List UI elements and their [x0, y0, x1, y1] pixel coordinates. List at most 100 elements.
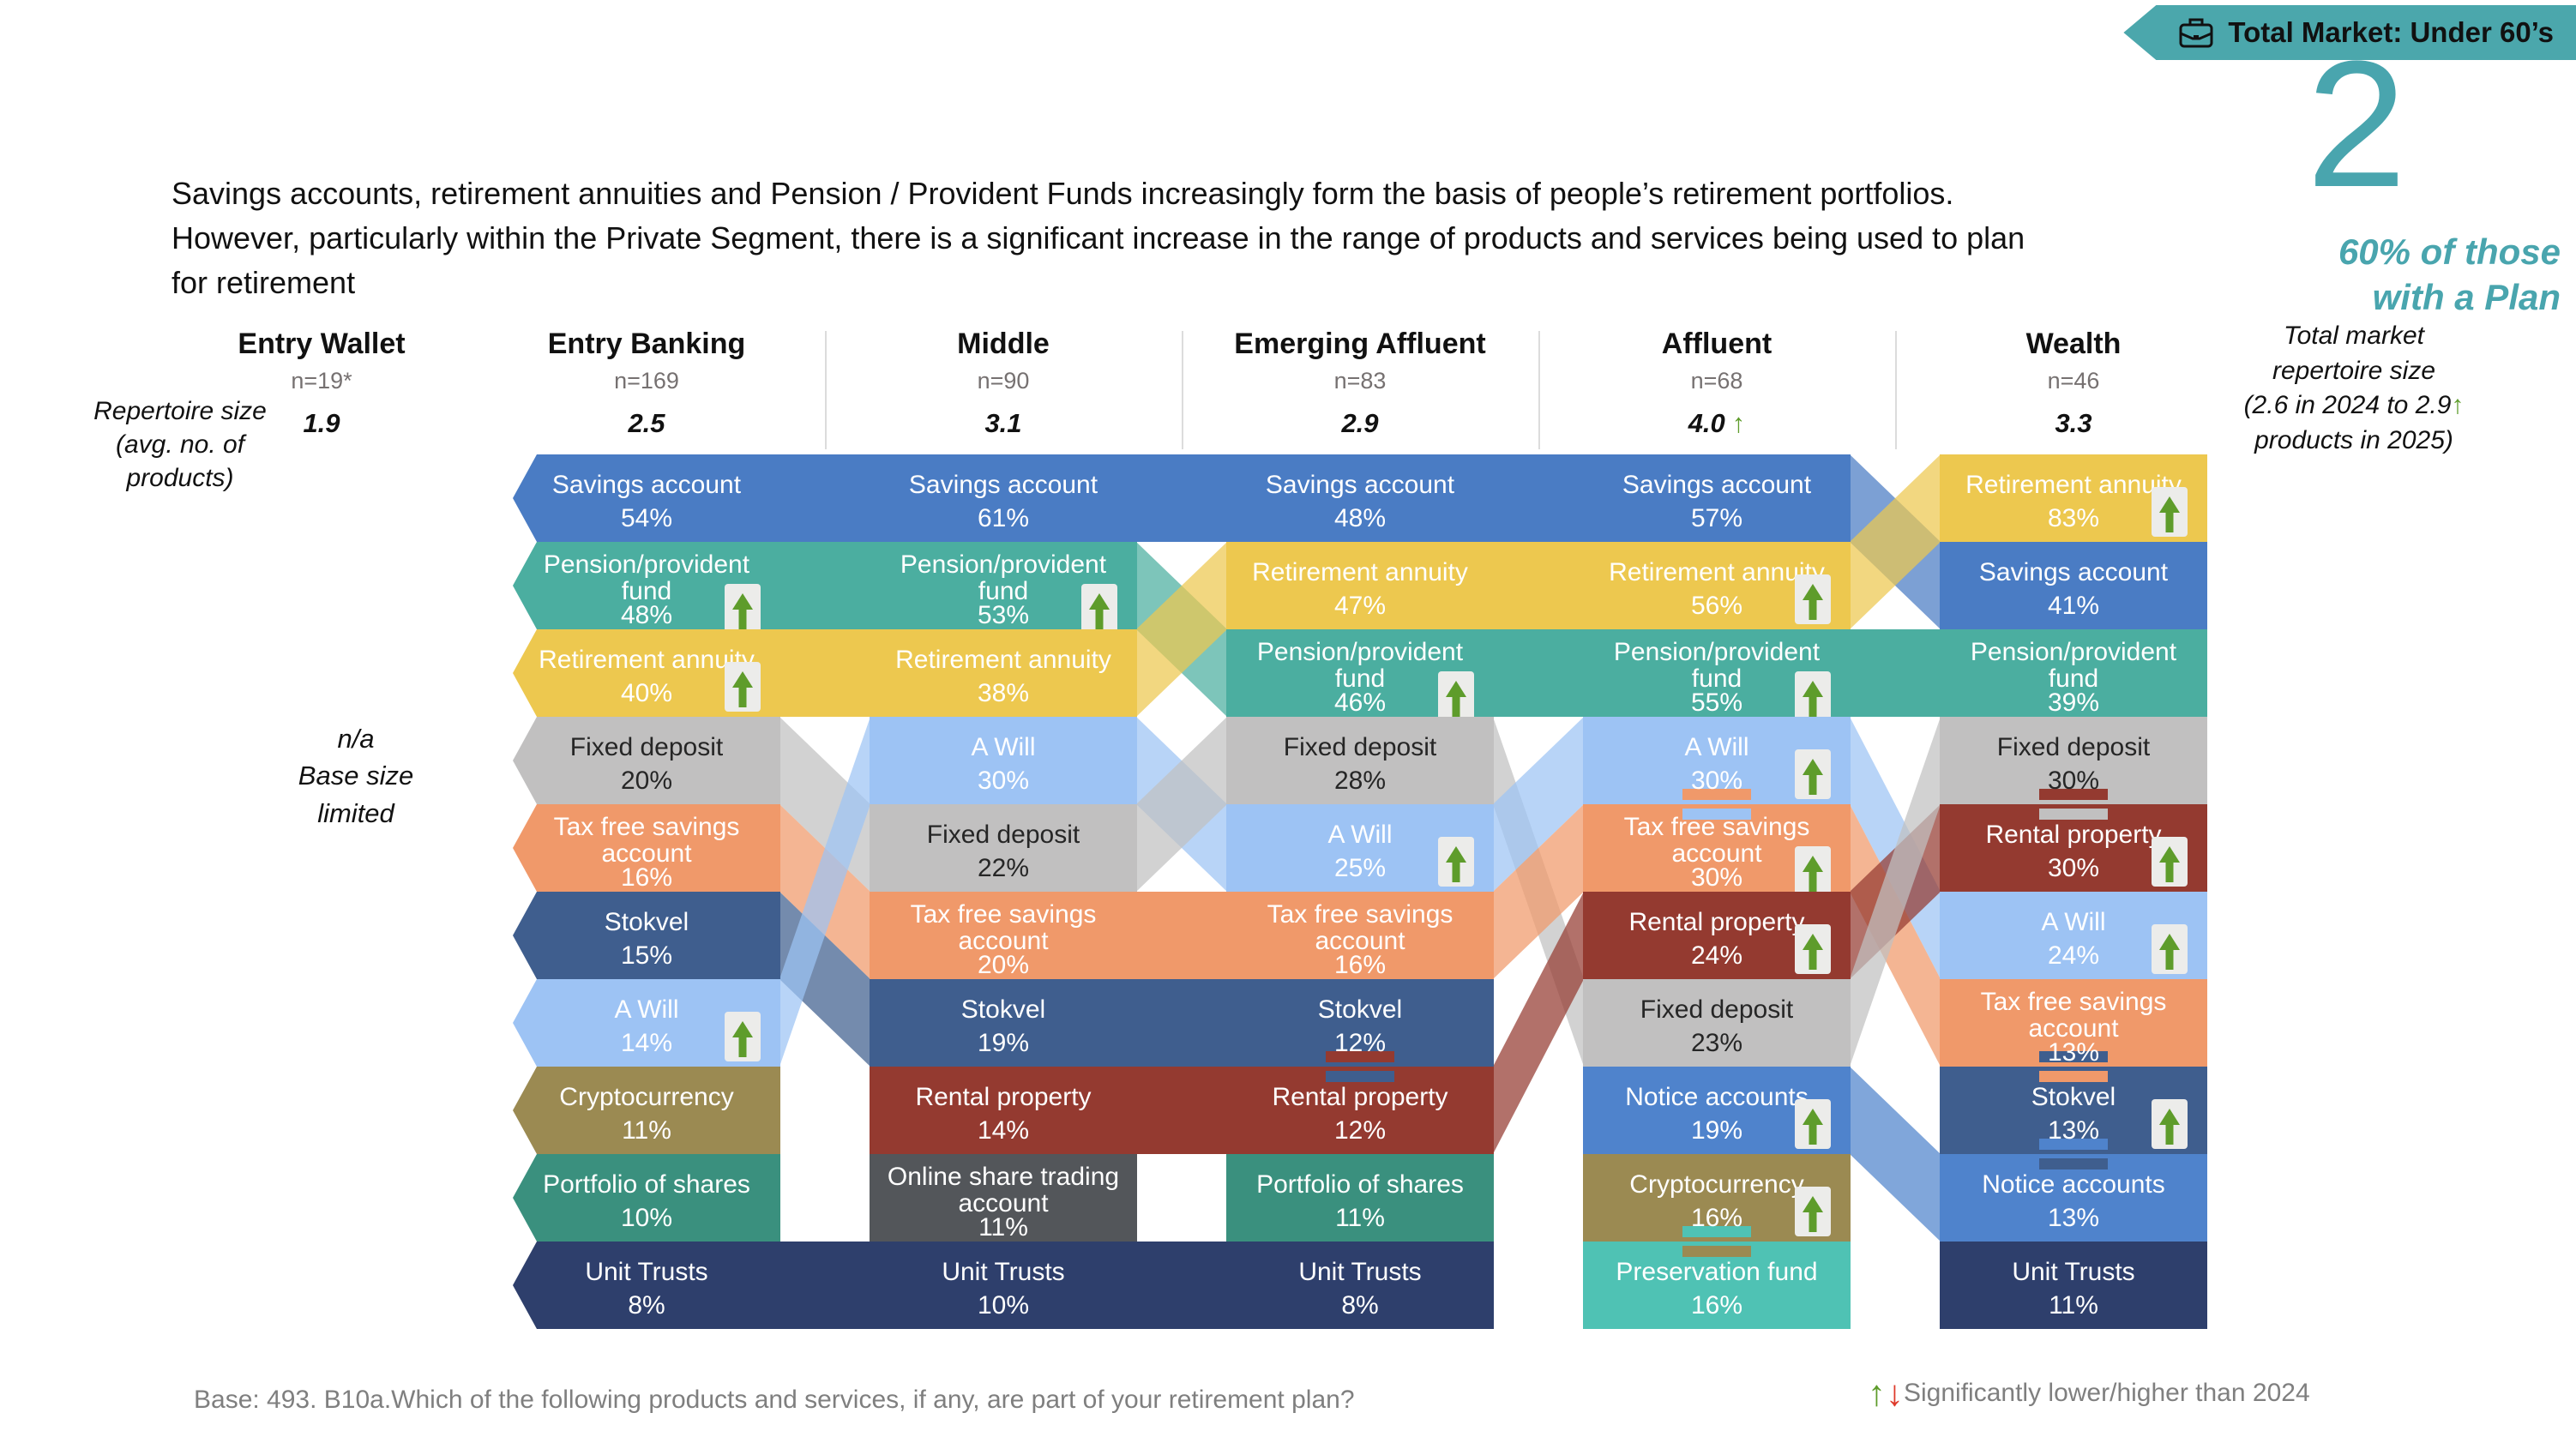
block-label: Stokvel — [961, 995, 1045, 1024]
up-arrow-icon — [739, 610, 747, 629]
title-line: Savings accounts, retirement annuities a… — [172, 171, 2401, 216]
block-label: Savings account — [1266, 471, 1455, 499]
block-label: Stokvel — [2031, 1083, 2116, 1111]
tie-marker — [2039, 1071, 2108, 1082]
block-label: Pension/provident — [1971, 638, 2177, 666]
block-value: 25% — [1334, 854, 1386, 882]
block-value: 54% — [621, 504, 672, 532]
product-flow-chart: Savings account54%Pension/providentfund4… — [463, 442, 2255, 1359]
block-label: Retirement annuity — [895, 646, 1111, 674]
block-value: 40% — [621, 679, 672, 707]
up-arrow-icon — [2166, 1125, 2174, 1145]
block-value: 23% — [1691, 1029, 1742, 1057]
up-arrow-icon — [1809, 600, 1817, 620]
header-divider — [1182, 331, 1183, 449]
block-label: Savings account — [1979, 558, 2169, 586]
block-value: 30% — [1691, 767, 1742, 795]
block-value: 83% — [2048, 504, 2099, 532]
block-label: Pension/provident — [544, 550, 750, 579]
block-label: Retirement annuity — [1965, 471, 2182, 499]
segment-base-size: n=83 — [1180, 368, 1540, 394]
block-value: 14% — [621, 1029, 672, 1057]
block-label: Cryptocurrency — [1629, 1170, 1803, 1199]
block-label: Online share trading — [888, 1163, 1119, 1191]
block-label: Unit Trusts — [942, 1258, 1064, 1286]
flow-pension — [1850, 629, 1941, 717]
block-label: Rental property — [1628, 908, 1804, 936]
block-value: 61% — [978, 504, 1029, 532]
block-label: Tax free savings — [1267, 900, 1454, 929]
tie-marker — [2039, 1158, 2108, 1169]
flow-rental — [1136, 1067, 1227, 1154]
segment-name: Affluent — [1537, 328, 1897, 361]
up-arrow-icon — [1809, 697, 1817, 717]
up-arrow-icon — [1096, 610, 1104, 629]
block-label: A Will — [972, 733, 1036, 761]
down-arrow-icon: ↓ — [1886, 1375, 1904, 1411]
block-label: A Will — [2042, 908, 2106, 936]
segment-name: Entry Banking — [466, 328, 827, 361]
block-value: 24% — [1691, 941, 1742, 970]
block-label: Fixed deposit — [1640, 995, 1794, 1024]
block-value: 12% — [1334, 1029, 1386, 1057]
block-value: 20% — [978, 951, 1029, 979]
block-value: 39% — [2048, 688, 2099, 717]
segment-repertoire-size: 3.1 — [823, 408, 1183, 439]
block-value: 56% — [1691, 592, 1742, 620]
block-value: 48% — [621, 601, 672, 629]
block-label: A Will — [1328, 821, 1393, 849]
block-value: 11% — [2049, 1291, 2098, 1320]
header-divider — [1538, 331, 1540, 449]
legend-label: Significantly lower/higher than 2024 — [1904, 1379, 2310, 1408]
up-arrow-icon — [1453, 863, 1460, 882]
segment-name: Middle — [823, 328, 1183, 361]
block-label: Fixed deposit — [1997, 733, 2151, 761]
block-label: Tax free savings — [1981, 988, 2167, 1016]
block-label: Savings account — [909, 471, 1098, 499]
block-value: 53% — [978, 601, 1029, 629]
block-value: 30% — [1691, 863, 1742, 892]
block-label: Unit Trusts — [2012, 1258, 2134, 1286]
block-label: Portfolio of shares — [1256, 1170, 1464, 1199]
block-value: 20% — [621, 767, 672, 795]
up-arrow-icon — [1453, 697, 1460, 717]
block-value: 46% — [1334, 688, 1386, 717]
block-value: 13% — [2048, 1116, 2099, 1145]
segment-header-wealth: Wealthn=463.3 — [1893, 328, 2254, 439]
block-label: Savings account — [1622, 471, 1812, 499]
block-label: Rental property — [1272, 1083, 1447, 1111]
block-label: Tax free savings — [911, 900, 1097, 929]
block-label: Pension/provident — [1614, 638, 1821, 666]
block-value: 12% — [1334, 1116, 1386, 1145]
up-arrow-icon — [1809, 1212, 1817, 1232]
block-value: 11% — [978, 1213, 1028, 1242]
up-arrow-icon — [2166, 863, 2174, 882]
up-arrow-icon — [1809, 872, 1817, 892]
up-arrow-icon — [1809, 775, 1817, 795]
significance-legend: ↑ ↓ Significantly lower/higher than 2024 — [1868, 1375, 2310, 1411]
flow-retirement — [779, 629, 870, 717]
up-arrow-icon — [1809, 1125, 1817, 1145]
block-value: 55% — [1691, 688, 1742, 717]
block-value: 48% — [1334, 504, 1386, 532]
block-label: Rental property — [915, 1083, 1091, 1111]
tie-marker — [1682, 1246, 1751, 1257]
block-label: Stokvel — [605, 908, 689, 936]
tie-marker — [1326, 1071, 1394, 1082]
segment-repertoire-size: 4.0↑ — [1537, 408, 1897, 439]
block-label: Portfolio of shares — [543, 1170, 750, 1199]
flow-stokvel — [1136, 979, 1227, 1067]
block-label: Preservation fund — [1616, 1258, 1817, 1286]
title-line: However, particularly within the Private… — [172, 216, 2401, 261]
segment-base-size: n=68 — [1537, 368, 1897, 394]
header-divider — [825, 331, 827, 449]
flow-pension — [1493, 629, 1584, 717]
segment-base-size: n=90 — [823, 368, 1183, 394]
block-label: Unit Trusts — [585, 1258, 707, 1286]
block-value: 57% — [1691, 504, 1742, 532]
segment-repertoire-size: 2.9 — [1180, 408, 1540, 439]
block-label: Notice accounts — [1625, 1083, 1808, 1111]
flow-tfsa — [1136, 892, 1227, 979]
segment-repertoire-size: 2.5 — [466, 408, 827, 439]
up-arrow-icon — [739, 1037, 747, 1057]
